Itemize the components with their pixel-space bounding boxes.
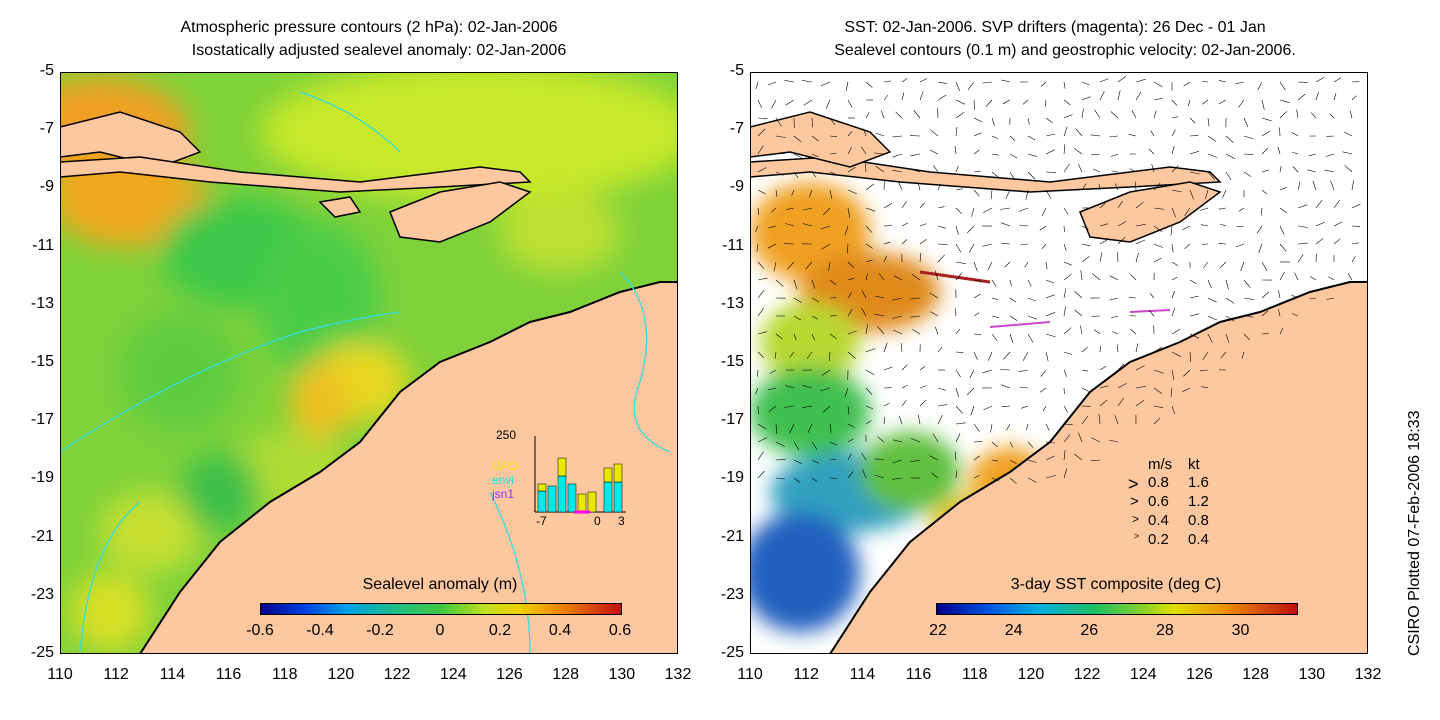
right-x-tick: 124 bbox=[1129, 666, 1157, 683]
velocity-legend-header-kt: kt bbox=[1188, 456, 1200, 473]
velocity-legend-arrow-icon: > bbox=[1128, 474, 1139, 494]
left-x-tick: 118 bbox=[271, 666, 298, 683]
left-y-tick: -23 bbox=[30, 585, 54, 603]
left-x-tick: 126 bbox=[496, 666, 523, 683]
right-x-tick: 114 bbox=[849, 666, 876, 683]
left-x-tick: 116 bbox=[215, 666, 242, 683]
right-y-tick: -7 bbox=[729, 120, 744, 138]
velocity-legend-arrow-icon: > bbox=[1134, 531, 1140, 541]
left-x-tick: 122 bbox=[383, 666, 411, 683]
right-x-tick: 112 bbox=[793, 666, 819, 683]
left-colorbar-tick: 0 bbox=[435, 622, 445, 639]
left-colorbar-tick: -0.4 bbox=[306, 622, 334, 639]
sat-label-jsn1: jsn1 bbox=[492, 487, 515, 501]
right-x-tick: 130 bbox=[1298, 666, 1326, 683]
right-title-line1: SST: 02-Jan-2006. SVP drifters (magenta)… bbox=[844, 19, 1266, 36]
right-x-tick: 128 bbox=[1242, 666, 1269, 683]
left-y-tick: -19 bbox=[30, 469, 54, 487]
sat-label-envi: envi bbox=[492, 473, 515, 487]
velocity-legend-ms: 0.8 bbox=[1148, 474, 1169, 491]
hist-x-tick-2: 3 bbox=[618, 514, 625, 528]
right-y-tick: -17 bbox=[720, 411, 744, 429]
left-colorbar-tick: 0.6 bbox=[608, 622, 632, 639]
left-x-tick: 112 bbox=[103, 666, 129, 683]
right-colorbar bbox=[936, 603, 1298, 615]
right-title-line2: Sealevel contours (0.1 m) and geostrophi… bbox=[834, 42, 1296, 59]
right-colorbar-tick: 30 bbox=[1231, 622, 1250, 639]
left-y-tick: -5 bbox=[39, 62, 54, 79]
left-y-tick: -25 bbox=[30, 644, 54, 661]
right-y-tick: -13 bbox=[720, 294, 744, 312]
left-x-tick: 114 bbox=[159, 666, 186, 683]
right-x-tick: 132 bbox=[1354, 666, 1382, 683]
right-x-tick: 122 bbox=[1073, 666, 1101, 683]
velocity-legend-ms: 0.6 bbox=[1148, 493, 1169, 510]
velocity-legend-arrow-icon: > bbox=[1132, 512, 1140, 526]
right-colorbar-tick: 22 bbox=[929, 622, 947, 639]
left-y-tick: -21 bbox=[30, 527, 54, 545]
left-title-line2: Isostatically adjusted sealevel anomaly:… bbox=[191, 42, 567, 59]
right-colorbar-tick: 24 bbox=[1004, 622, 1023, 639]
left-y-tick: -9 bbox=[39, 178, 54, 196]
left-colorbar-tick: 0.4 bbox=[548, 622, 572, 639]
right-colorbar-title: 3-day SST composite (deg C) bbox=[1010, 576, 1222, 593]
left-colorbar-tick: 0.2 bbox=[488, 622, 512, 639]
right-y-tick: -15 bbox=[720, 353, 744, 370]
hist-x-tick-1: 0 bbox=[594, 514, 601, 528]
left-x-tick: 124 bbox=[439, 666, 467, 683]
right-x-tick: 120 bbox=[1017, 666, 1045, 683]
left-y-tick: -13 bbox=[30, 294, 54, 312]
left-x-tick: 128 bbox=[552, 666, 579, 683]
left-x-tick: 120 bbox=[327, 666, 355, 683]
hist-x-tick-0: -7 bbox=[536, 514, 547, 528]
velocity-legend-kt: 0.8 bbox=[1188, 512, 1209, 529]
velocity-legend-kt: 0.4 bbox=[1188, 531, 1209, 548]
left-map bbox=[60, 72, 678, 654]
right-colorbar-tick: 28 bbox=[1155, 622, 1174, 639]
right-map bbox=[750, 72, 1368, 654]
left-y-tick: -7 bbox=[39, 120, 54, 138]
left-y-tick: -11 bbox=[32, 236, 54, 254]
velocity-legend-kt: 1.6 bbox=[1188, 474, 1209, 491]
left-y-tick: -15 bbox=[30, 353, 54, 370]
inset-histogram bbox=[534, 436, 626, 514]
right-y-tick: -9 bbox=[729, 178, 744, 196]
right-x-tick: 116 bbox=[905, 666, 932, 683]
right-y-tick: -19 bbox=[720, 469, 744, 487]
left-y-tick: -17 bbox=[30, 411, 54, 429]
right-y-tick: -5 bbox=[729, 62, 744, 79]
left-x-tick: 110 bbox=[47, 666, 73, 683]
right-y-tick: -21 bbox=[720, 527, 744, 545]
left-colorbar-tick: -0.6 bbox=[246, 622, 274, 639]
right-x-tick: 110 bbox=[737, 666, 763, 683]
left-x-tick: 130 bbox=[608, 666, 636, 683]
credit-text: CSIRO Plotted 07-Feb-2006 18:33 bbox=[1406, 410, 1423, 656]
velocity-legend-header-ms: m/s bbox=[1148, 456, 1173, 473]
left-colorbar-title: Sealevel anomaly (m) bbox=[362, 576, 518, 593]
velocity-legend-arrow-icon: > bbox=[1130, 493, 1139, 510]
sat-label-gfo: GFO bbox=[492, 459, 518, 473]
velocity-arrows bbox=[755, 76, 1361, 484]
right-y-tick: -11 bbox=[722, 236, 744, 254]
velocity-legend-ms: 0.4 bbox=[1148, 512, 1169, 529]
right-x-tick: 118 bbox=[961, 666, 988, 683]
hist-y-label: 250 bbox=[496, 428, 517, 442]
left-title-line1: Atmospheric pressure contours (2 hPa): 0… bbox=[180, 19, 558, 36]
left-x-tick: 132 bbox=[664, 666, 692, 683]
left-colorbar bbox=[260, 603, 622, 615]
right-y-tick: -25 bbox=[720, 644, 744, 661]
left-colorbar-tick: -0.2 bbox=[366, 622, 394, 639]
velocity-legend-kt: 1.2 bbox=[1188, 493, 1209, 510]
velocity-legend-ms: 0.2 bbox=[1148, 531, 1169, 548]
right-x-tick: 126 bbox=[1186, 666, 1213, 683]
right-y-tick: -23 bbox=[720, 585, 744, 603]
right-colorbar-tick: 26 bbox=[1080, 622, 1099, 639]
